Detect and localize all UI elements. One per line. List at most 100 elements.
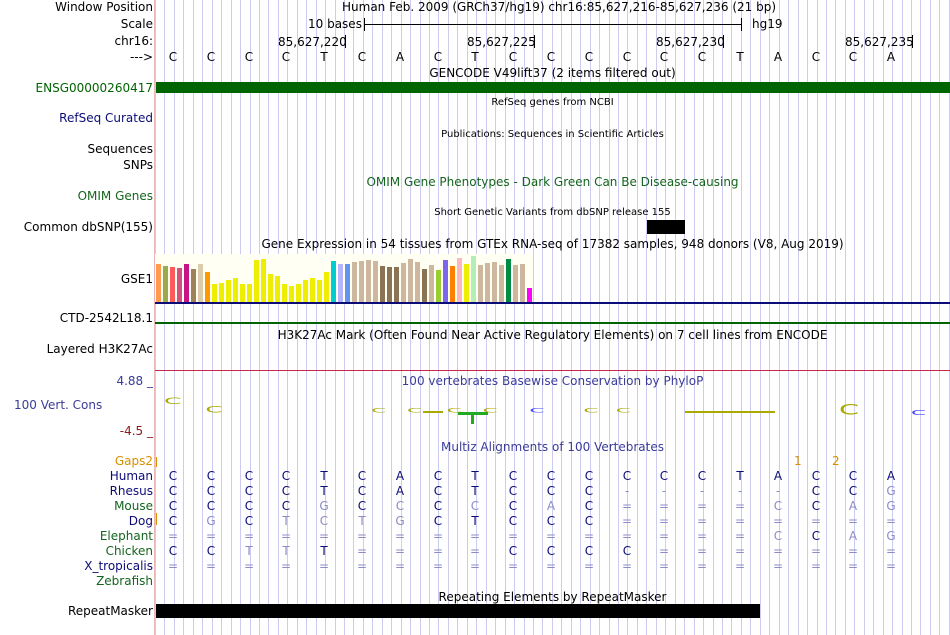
gtex-tissue-bar[interactable] <box>198 264 203 302</box>
species-label-zebrafish[interactable]: Zebrafish <box>96 574 153 588</box>
gtex-tissue-bar[interactable] <box>408 259 413 302</box>
gtex-tissue-bar[interactable] <box>352 262 357 302</box>
gtex-bar-chart[interactable] <box>155 254 535 302</box>
gtex-tissue-bar[interactable] <box>303 280 308 302</box>
alignment-base: = <box>772 514 784 528</box>
gtex-tissue-bar[interactable] <box>282 284 287 302</box>
gtex-tissue-bar[interactable] <box>492 262 497 302</box>
phylop-logo[interactable]: C C C C C C C C C C C <box>155 392 950 426</box>
species-label-mouse[interactable]: Mouse <box>114 499 153 513</box>
gap-marker[interactable]: 1 <box>794 454 802 468</box>
h3k27ac-label[interactable]: Layered H3K27Ac <box>46 342 153 356</box>
phylop-track-title[interactable]: 100 vertebrates Basewise Conservation by… <box>401 374 704 388</box>
refseq-label[interactable]: RefSeq Curated <box>59 111 153 125</box>
multiz-gaps-label[interactable]: Gaps2 <box>114 454 153 468</box>
gtex-tissue-bar[interactable] <box>191 269 196 302</box>
multiz-track-title[interactable]: Multiz Alignments of 100 Vertebrates <box>440 440 665 454</box>
gtex-tissue-bar[interactable] <box>485 263 490 302</box>
gtex-tissue-bar[interactable] <box>394 267 399 302</box>
repeatmasker-label[interactable]: RepeatMasker <box>67 604 153 618</box>
guideline <box>353 0 354 635</box>
gtex-tissue-bar[interactable] <box>156 264 161 302</box>
gtex-tissue-bar[interactable] <box>275 276 280 302</box>
gtex-tissue-bar[interactable] <box>338 264 343 302</box>
gtex-tissue-bar[interactable] <box>478 265 483 302</box>
gap-marker[interactable]: 2 <box>832 454 840 468</box>
alignment-base: T <box>320 469 328 483</box>
publications-track-title[interactable]: Publications: Sequences in Scientific Ar… <box>441 129 664 140</box>
gtex-tissue-bar[interactable] <box>401 263 406 302</box>
dbsnp-track-title[interactable]: Short Genetic Variants from dbSNP releas… <box>434 207 671 218</box>
dbsnp-label[interactable]: Common dbSNP(155) <box>23 220 153 234</box>
species-label-dog[interactable]: Dog <box>128 514 153 528</box>
refseq-track-title[interactable]: RefSeq genes from NCBI <box>491 97 614 108</box>
gtex-tissue-bar[interactable] <box>254 260 259 302</box>
gtex-tissue-bar[interactable] <box>415 262 420 302</box>
gtex-tissue-bar[interactable] <box>513 265 518 302</box>
species-label-rhesus[interactable]: Rhesus <box>109 484 153 498</box>
gtex-tissue-bar[interactable] <box>205 272 210 302</box>
publications-label-sequences[interactable]: Sequences <box>87 142 153 156</box>
gtex-tissue-bar[interactable] <box>499 265 504 302</box>
gencode-gene-bar[interactable] <box>156 82 950 93</box>
gtex-tissue-bar[interactable] <box>233 278 238 302</box>
gtex-tissue-bar[interactable] <box>359 261 364 302</box>
gtex-tissue-bar[interactable] <box>366 260 371 302</box>
gtex-tissue-bar[interactable] <box>247 284 252 302</box>
gtex-tissue-bar[interactable] <box>268 274 273 302</box>
repeatmasker-track-title[interactable]: Repeating Elements by RepeatMasker <box>438 590 667 604</box>
gtex-tissue-bar[interactable] <box>177 268 182 302</box>
gtex-tissue-bar[interactable] <box>345 264 350 302</box>
gtex-tissue-bar[interactable] <box>240 284 245 302</box>
gtex-tissue-bar[interactable] <box>289 286 294 302</box>
gtex-tissue-bar[interactable] <box>317 280 322 302</box>
gtex-tissue-bar[interactable] <box>324 272 329 302</box>
gtex-tissue-bar[interactable] <box>506 259 511 302</box>
alignment-base: = <box>243 559 255 573</box>
alignment-base: G <box>886 529 896 543</box>
gtex-tissue-bar[interactable] <box>163 266 168 302</box>
gtex-tissue-bar[interactable] <box>331 261 336 302</box>
gtex-tissue-bar[interactable] <box>527 288 532 302</box>
gencode-track-title[interactable]: GENCODE V49lift37 (2 items filtered out) <box>429 66 676 80</box>
gtex-tissue-bar[interactable] <box>443 260 448 302</box>
gtex-tissue-bar[interactable] <box>380 266 385 302</box>
gencode-item-label[interactable]: ENSG00000260417 <box>35 81 153 95</box>
gtex-tissue-bar[interactable] <box>422 269 427 302</box>
gtex-tissue-bar[interactable] <box>457 258 462 302</box>
species-label-elephant[interactable]: Elephant <box>99 529 153 543</box>
gtex-tissue-bar[interactable] <box>310 278 315 302</box>
omim-label[interactable]: OMIM Genes <box>77 189 153 203</box>
gtex-tissue-bar[interactable] <box>429 265 434 302</box>
species-label-human[interactable]: Human <box>109 469 153 483</box>
gtex-tissue-bar[interactable] <box>520 264 525 302</box>
gtex-tissue-bar[interactable] <box>184 264 189 302</box>
gtex-tissue-bar[interactable] <box>471 256 476 302</box>
gtex-tissue-bar[interactable] <box>212 284 217 302</box>
species-label-x_tropicalis[interactable]: X_tropicalis <box>84 559 153 573</box>
publications-label-snps[interactable]: SNPs <box>123 158 153 172</box>
repeatmasker-element-bar[interactable] <box>156 604 760 618</box>
gtex-tissue-bar[interactable] <box>261 259 266 302</box>
gtex-tissue-bar[interactable] <box>450 266 455 302</box>
gtex-tissue-bar[interactable] <box>219 283 224 302</box>
gtex-tissue-bar[interactable] <box>436 270 441 302</box>
gtex-tissue-bar[interactable] <box>373 261 378 302</box>
h3k27ac-track-title[interactable]: H3K27Ac Mark (Often Found Near Active Re… <box>277 328 828 342</box>
gtex-gene-line[interactable] <box>155 322 950 324</box>
phylop-label[interactable]: 100 Vert. Cons <box>14 398 103 412</box>
chrom-label: chr16: <box>114 34 153 48</box>
alignment-base: C <box>281 469 291 483</box>
gtex-item-label[interactable]: CTD-2542L18.1 <box>59 311 153 325</box>
gtex-label[interactable]: GSE1 <box>120 272 153 286</box>
gtex-tissue-bar[interactable] <box>296 284 301 302</box>
gtex-tissue-bar[interactable] <box>464 264 469 302</box>
dbsnp-variant-item[interactable] <box>647 220 685 234</box>
gtex-tissue-bar[interactable] <box>170 267 175 302</box>
species-label-chicken[interactable]: Chicken <box>105 544 153 558</box>
gtex-track-title[interactable]: Gene Expression in 54 tissues from GTEx … <box>261 237 844 251</box>
omim-track-title[interactable]: OMIM Gene Phenotypes - Dark Green Can Be… <box>366 175 739 189</box>
guideline <box>675 0 676 635</box>
gtex-tissue-bar[interactable] <box>226 280 231 302</box>
gtex-tissue-bar[interactable] <box>387 267 392 302</box>
